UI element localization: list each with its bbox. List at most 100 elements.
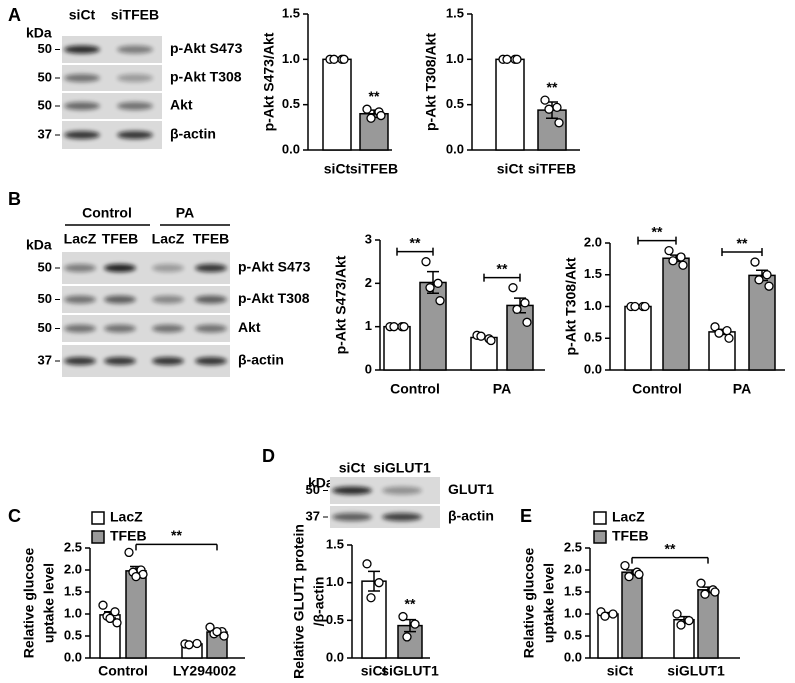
y-tick-label: 2.5 xyxy=(64,539,82,554)
bar xyxy=(597,613,619,659)
lane-label: LacZ xyxy=(64,231,97,247)
data-point xyxy=(762,270,772,280)
data-point xyxy=(105,613,115,624)
sig-label: ** xyxy=(652,223,663,239)
data-point xyxy=(376,110,386,121)
blot-band xyxy=(64,357,96,365)
data-point xyxy=(131,571,141,582)
row-label: Akt xyxy=(238,319,261,335)
y-tick-label: 2.0 xyxy=(64,561,82,576)
y-tick-label: 0.0 xyxy=(326,649,344,664)
data-point xyxy=(433,278,443,288)
data-point xyxy=(98,600,108,610)
x-tick-label: Control xyxy=(98,663,148,679)
y-tick-label: 0.5 xyxy=(326,612,344,627)
x-tick-label: PA xyxy=(733,381,751,397)
data-point xyxy=(664,245,674,256)
blot-band xyxy=(64,74,100,82)
data-point xyxy=(624,571,634,582)
y-tick-label: 0 xyxy=(365,361,372,376)
blot-band xyxy=(64,324,96,333)
blot-band xyxy=(332,513,372,521)
legend-label: TFEB xyxy=(612,528,649,544)
data-point xyxy=(205,622,215,632)
group-label: PA xyxy=(176,205,194,221)
lane-label: TFEB xyxy=(193,231,230,247)
legend-swatch xyxy=(593,530,607,544)
bar xyxy=(470,336,498,371)
data-point xyxy=(554,118,564,128)
blot-band xyxy=(64,102,100,110)
y-tick-label: 0.0 xyxy=(282,141,300,156)
y-tick-label: 1.0 xyxy=(64,605,82,620)
data-point xyxy=(402,632,412,642)
kda-label: 50 xyxy=(38,69,52,84)
legend-label: LacZ xyxy=(110,509,143,525)
data-point xyxy=(362,559,372,569)
blot-band xyxy=(152,357,184,365)
y-tick-label: 1.5 xyxy=(326,536,344,551)
sig-label: ** xyxy=(737,235,748,251)
x-tick-label: siGLUT1 xyxy=(381,663,439,679)
bar xyxy=(383,325,411,371)
data-point xyxy=(362,104,372,114)
data-point xyxy=(398,611,408,622)
data-point xyxy=(714,328,724,338)
y-tick-label: 0.5 xyxy=(64,627,82,642)
y-tick-label: 1.0 xyxy=(564,605,582,620)
y-axis-label: Relative glucose xyxy=(21,548,37,659)
panel-letter: C xyxy=(8,506,21,526)
data-point xyxy=(600,611,610,621)
y-axis-label: p-Akt S473/Akt xyxy=(333,255,349,354)
y-tick-label: 1 xyxy=(365,318,372,333)
kda-label: 50 xyxy=(38,259,52,274)
legend-label: TFEB xyxy=(110,528,147,544)
row-label: p-Akt S473 xyxy=(170,40,243,56)
data-point xyxy=(668,256,678,266)
y-axis-label: /β-actin xyxy=(311,577,327,627)
row-label: Akt xyxy=(170,97,193,113)
panel-letter: B xyxy=(8,189,21,209)
sig-label: ** xyxy=(547,79,558,95)
y-tick-label: 1.0 xyxy=(584,298,602,313)
sig-label: ** xyxy=(497,260,508,276)
blot-band xyxy=(117,45,153,54)
bar xyxy=(125,570,147,659)
data-point xyxy=(435,296,445,306)
data-point xyxy=(676,252,686,262)
data-point xyxy=(544,104,554,114)
y-tick-label: 1.5 xyxy=(564,583,582,598)
lane-label: siGLUT1 xyxy=(373,460,431,476)
data-point xyxy=(512,54,522,64)
y-tick-label: 1.0 xyxy=(446,51,464,66)
row-label: β-actin xyxy=(170,126,216,142)
bar xyxy=(662,257,690,371)
x-tick-label: siCt xyxy=(361,663,388,679)
data-point xyxy=(696,578,706,588)
bar xyxy=(697,589,719,659)
bar xyxy=(621,571,643,659)
lane-label: TFEB xyxy=(102,231,139,247)
bar xyxy=(624,305,652,371)
data-point xyxy=(421,257,431,267)
data-point xyxy=(640,301,650,312)
y-tick-label: 1.5 xyxy=(446,5,464,20)
data-point xyxy=(522,317,532,327)
y-tick-label: 0.5 xyxy=(446,96,464,111)
blot-band xyxy=(195,295,227,304)
legend-swatch xyxy=(91,530,105,544)
y-tick-label: 0.0 xyxy=(64,649,82,664)
legend-swatch xyxy=(91,511,105,525)
data-point xyxy=(672,609,682,619)
data-point xyxy=(750,257,760,267)
kda-label: 50 xyxy=(306,482,320,497)
x-tick-label: siCt xyxy=(324,161,351,177)
group-label: Control xyxy=(82,205,132,221)
blot-band xyxy=(152,295,184,304)
data-point xyxy=(722,325,732,336)
row-label: β-actin xyxy=(448,508,494,524)
y-axis-label: p-Akt T308/Akt xyxy=(563,257,579,355)
bar xyxy=(495,58,525,151)
kda-label: 37 xyxy=(38,352,52,367)
